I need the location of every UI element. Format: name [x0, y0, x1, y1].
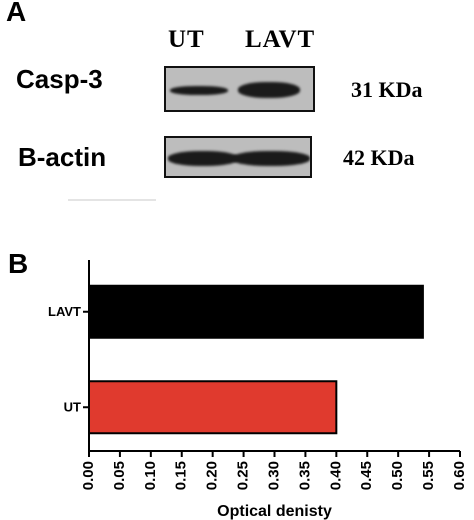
panel-a-letter: A [6, 0, 27, 27]
x-tick-label: 0.30 [265, 461, 282, 490]
y-tick-label-ut: UT [64, 399, 81, 414]
x-tick-label: 0.10 [142, 461, 159, 490]
x-axis-label: Optical denisty [217, 503, 332, 520]
x-tick-label: 0.05 [111, 461, 128, 490]
y-tick-label-lavt: LAVT [48, 304, 81, 319]
panel-b-letter: B [8, 248, 29, 279]
band-b-actin-ut [168, 151, 238, 166]
x-tick-label: 0.50 [389, 461, 406, 490]
band-b-actin-lavt [232, 151, 310, 166]
band-casp3-ut [170, 86, 228, 95]
bar-ut [88, 380, 338, 435]
x-tick-label: 0.25 [235, 461, 252, 490]
x-tick-label: 0.20 [204, 461, 221, 490]
x-tick-label: 0.55 [420, 461, 437, 490]
x-tick-label: 0.40 [327, 461, 344, 490]
bar-lavt [88, 284, 424, 339]
protein-label-casp3: Casp-3 [16, 64, 103, 94]
lane-label-ut: UT [168, 26, 205, 53]
blot-casp3 [164, 66, 315, 112]
band-casp3-lavt [238, 82, 300, 98]
x-tick-label: 0.45 [358, 461, 375, 490]
x-tick-label: 0.00 [80, 461, 97, 490]
x-tick-label: 0.15 [173, 461, 190, 490]
lane-label-lavt: LAVT [245, 26, 316, 53]
mw-label-b-actin: 42 KDa [343, 145, 415, 170]
scan-artifact-line [68, 199, 156, 201]
blot-b-actin [164, 136, 312, 178]
x-tick-label: 0.60 [451, 461, 468, 490]
mw-label-casp3: 31 KDa [351, 77, 423, 102]
protein-label-b-actin: B-actin [18, 142, 107, 172]
x-tick-label: 0.35 [296, 461, 313, 490]
